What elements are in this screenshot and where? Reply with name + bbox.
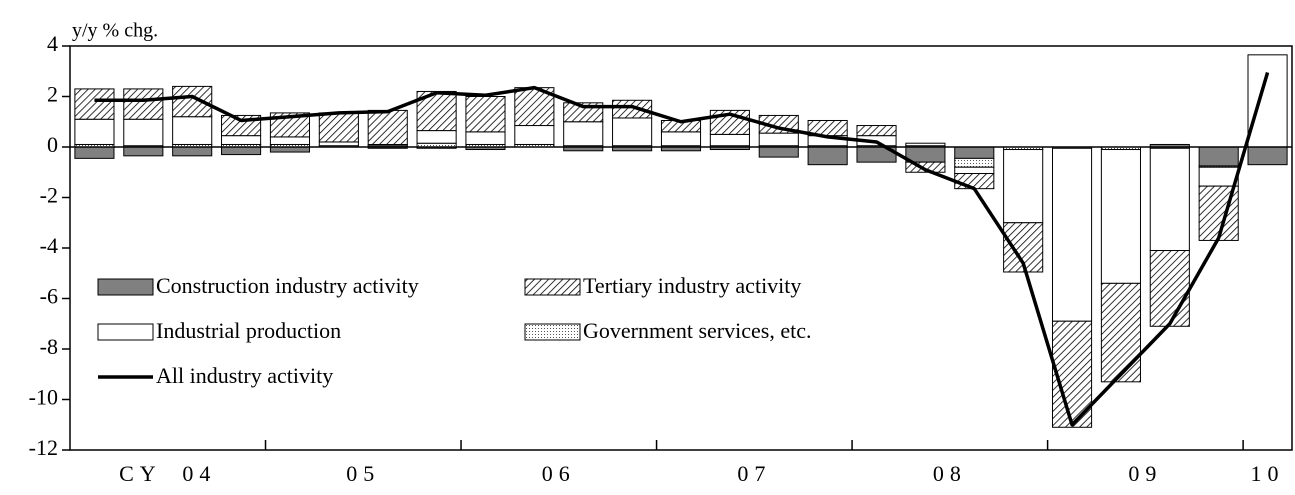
bar-segment [709,133,750,147]
line-series [94,72,1270,427]
y-tick-label: -6 [40,284,58,309]
bar-segment [269,146,311,153]
bar-segment [221,135,262,145]
bar-segment [123,88,164,120]
bar-segment [758,132,799,147]
bar-segment [416,130,457,144]
bar-segment [221,146,262,156]
bar-segment [1100,282,1141,383]
bar-segment [954,146,995,159]
legend-swatch [524,323,581,341]
bar-segment [172,146,213,157]
legend-label: Tertiary industry activity [583,273,801,298]
bar-segment [563,121,604,147]
legend-label: Industrial production [156,318,341,343]
bar-segment [660,131,702,147]
bar-segment [74,146,115,159]
bar-segment [74,118,115,145]
legend-label: Government services, etc. [583,318,811,343]
bar-segment [954,157,995,168]
x-tick-label: 08 [933,461,967,486]
bar-segment [1198,166,1239,187]
x-tick-label: CY 04 [119,461,216,486]
y-tick-label: 4 [47,31,58,56]
legend-label: All industry activity [156,363,333,388]
y-tick-label: -4 [40,233,58,258]
legend-swatch [524,278,581,296]
bar-segment [807,146,848,166]
bar-segment [1149,250,1190,327]
legend-swatch [97,323,154,341]
x-tick-label: 10 [1251,461,1285,486]
bar-segment [758,146,799,158]
bar-segment [612,99,653,119]
x-tick-label: 07 [737,461,771,486]
y-axis-title: y/y % chg. [72,20,158,42]
y-tick-label: -12 [29,435,58,460]
bar-segment [465,131,506,145]
bar-segment [318,112,359,143]
y-tick-label: 0 [47,132,58,157]
y-tick-label: 2 [47,82,58,107]
bar-segment [514,125,555,145]
bar-segment [123,118,164,147]
x-tick-label: 09 [1128,461,1162,486]
y-tick-label: -8 [40,334,58,359]
legend-label: Construction industry activity [156,273,419,298]
bar-segment [172,116,213,145]
bar-segment [905,142,946,147]
bar-segment [367,109,408,145]
legend-swatch [97,278,154,296]
bar-segment [612,117,653,147]
bar-segment [856,125,897,137]
bar-segment [1051,147,1093,322]
bar-segment [269,136,311,145]
bar-segment [1247,146,1288,166]
y-tick-label: -2 [40,183,58,208]
bar-segment [1100,149,1141,284]
bar-segment [954,166,995,175]
bar-segment [318,141,359,147]
bar-segment [465,96,506,133]
bar-segment [905,146,946,163]
bar-segment [1149,147,1190,252]
bar-segment [74,88,115,120]
bar-segment [1247,54,1288,148]
bar-segment [1198,146,1239,167]
x-tick-label: 05 [346,461,380,486]
bar-segment [954,173,995,190]
y-tick-label: -10 [29,385,58,410]
bar-segment [905,161,946,173]
bar-segment [123,146,164,157]
x-tick-label: 06 [542,461,576,486]
bar-segment [1003,149,1044,224]
